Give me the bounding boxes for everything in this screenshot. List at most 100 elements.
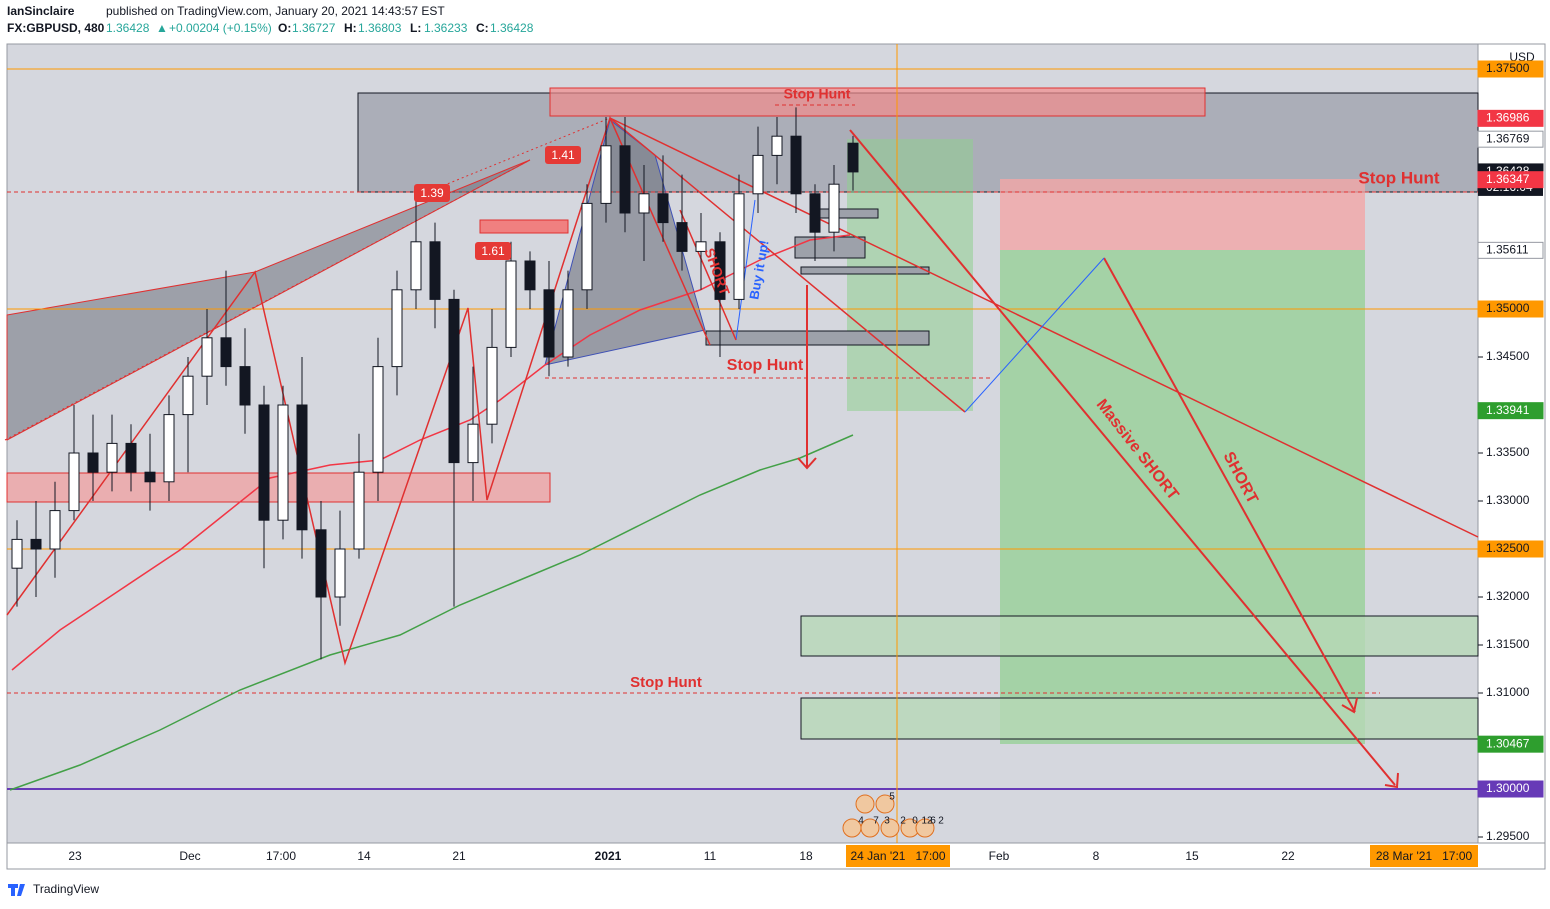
event-count: 2 [938, 816, 944, 827]
candle-body [334, 548, 346, 598]
time-label: 18 [799, 849, 813, 863]
ohlc-key: C: [476, 21, 489, 35]
price-flag [1477, 130, 1544, 148]
fib-badge [414, 184, 450, 202]
tick-label: 1.31500 [1486, 637, 1530, 651]
ohlc-readout: O: 1.36727 H: 1.36803 L: 1.36233 C: 1.36428 [278, 21, 534, 35]
event-count: 4 [858, 816, 864, 827]
arrow-head [1384, 772, 1399, 789]
candle-body [87, 452, 99, 473]
candle-body [543, 289, 555, 358]
target-zone [847, 139, 973, 411]
symbol: FX:GBPUSD, 480 [7, 21, 105, 35]
candle-body [372, 366, 384, 473]
time-label: 23 [68, 849, 82, 863]
ohlc-value: 1.36803 [358, 21, 402, 35]
candle-body [676, 222, 688, 252]
time-label: 14 [357, 849, 371, 863]
candles [11, 107, 859, 660]
time-label: 22 [1281, 849, 1295, 863]
ohlc-value: 1.36428 [490, 21, 534, 35]
tick-label: 1.32000 [1486, 589, 1530, 603]
fib-badge [475, 242, 511, 260]
up-arrow: ▲ [156, 21, 168, 35]
candle-body [391, 289, 403, 368]
candle-body [619, 145, 631, 214]
small-zone [479, 219, 569, 234]
annotation: Stop Hunt [630, 674, 702, 691]
candle-body [277, 404, 289, 521]
time-label: 2021 [595, 849, 622, 863]
fib-line [419, 117, 611, 196]
short-arrow [1103, 257, 1356, 713]
price-flag-label: 1.35000 [1486, 301, 1530, 315]
candle-body [714, 241, 726, 300]
ohlc-value: 1.36233 [424, 21, 468, 35]
event-icon [915, 818, 935, 838]
time-axis-labels: 23 Dec 17:00 14 21 2021 11 18 Feb 8 15 22 24 Jan '21… [68, 845, 1478, 867]
candle-body [11, 538, 23, 569]
ema-fast [11, 234, 851, 671]
ohlc-key: H: [344, 21, 357, 35]
arrow-head [1341, 697, 1358, 714]
candle-body [220, 337, 232, 368]
candle-body [353, 471, 365, 550]
event-icon [860, 818, 880, 838]
event-count: 5 [889, 792, 895, 803]
price-flag-label: 1.30467 [1486, 736, 1530, 750]
time-highlight [1370, 845, 1478, 867]
event-count: 2 [900, 816, 906, 827]
candle-body [505, 260, 517, 348]
short-arrow-small [679, 209, 737, 341]
time-label: 15 [1185, 849, 1199, 863]
price-flag [1477, 735, 1544, 753]
price-flag-label: 1.36986 [1486, 111, 1530, 125]
fib-label: 1.61 [481, 244, 505, 258]
candle-body [524, 260, 536, 291]
price-flag [1477, 780, 1544, 798]
publisher: IanSinclaire [7, 4, 75, 18]
candle-body [771, 135, 783, 156]
stop-hunt-zone [549, 87, 1206, 117]
event-count: 12 [921, 816, 933, 827]
arrow-head [797, 457, 817, 470]
candle-body [106, 442, 118, 473]
demand-zone [800, 615, 1479, 657]
last-price: 1.36428 [106, 21, 150, 35]
fib-badge [545, 146, 581, 164]
candle-body [144, 471, 156, 483]
candle-body [847, 142, 859, 173]
candle-body [410, 241, 422, 291]
candle-body [752, 154, 764, 195]
candle-body [429, 241, 441, 300]
time-label: Feb [989, 849, 1010, 863]
tick-label: 1.33500 [1486, 445, 1530, 459]
candle-body [448, 298, 460, 464]
candle-body [182, 375, 194, 416]
fib-label: 1.39 [420, 186, 444, 200]
price-flag-label: 1.37500 [1486, 61, 1530, 75]
tick-label: 1.33000 [1486, 493, 1530, 507]
candle-body [695, 241, 707, 252]
fib-label: 1.41 [551, 148, 575, 162]
candle-body [163, 414, 175, 483]
time-highlight-label: 28 Mar '21 17:00 [1376, 849, 1473, 863]
buy-arrow [735, 199, 756, 341]
time-highlight-label: 24 Jan '21 17:00 [850, 849, 945, 863]
event-count: 7 [873, 816, 879, 827]
time-label: Dec [179, 849, 200, 863]
candle-body [638, 193, 650, 214]
projection [964, 257, 1105, 413]
candle-body [68, 452, 80, 512]
price-flag-label: 1.30000 [1486, 781, 1530, 795]
price-flag-label: 1.36769 [1486, 131, 1530, 145]
brand: TradingView [33, 882, 99, 896]
candle-body [733, 193, 745, 300]
candle-body [296, 404, 308, 531]
profit-zone [1000, 250, 1365, 744]
candle-body [581, 202, 593, 291]
candle-body [828, 183, 840, 233]
event-badges: 54 7 3 2 0 126 2 [842, 792, 944, 838]
annotation: Stop Hunt [1358, 168, 1440, 187]
candle-body [562, 289, 574, 358]
